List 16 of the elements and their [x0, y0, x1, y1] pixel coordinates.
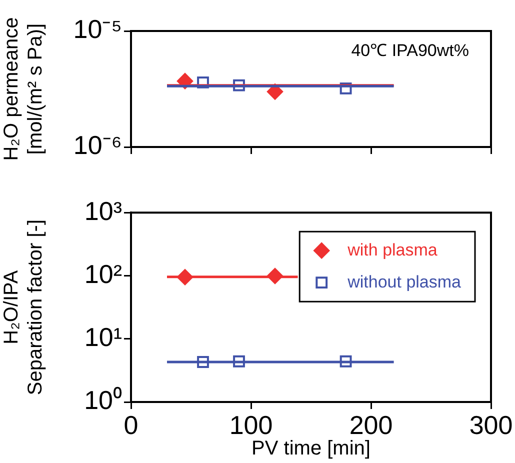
y-tick-label: 10⁻⁶: [73, 130, 122, 160]
y-tick-label: 10⁻⁵: [73, 14, 122, 44]
legend-label: without plasma: [346, 272, 462, 292]
y-tick-label: 10⁰: [84, 385, 122, 416]
y-axis-title: H₂O/IPA Separation factor [-]: [0, 219, 47, 396]
x-tick-label: 300: [469, 410, 513, 440]
y-axis-title: H₂O permeance [mol/(m² s Pa)]: [0, 17, 47, 161]
x-tick-label: 0: [124, 410, 138, 440]
x-tick-label: 100: [229, 410, 273, 440]
annotation: 40℃ IPA90wt%: [351, 41, 469, 60]
x-tick-label: 200: [349, 410, 393, 440]
y-tick-label: 10¹: [84, 322, 122, 352]
legend-label: with plasma: [346, 240, 438, 260]
y-tick-label: 10²: [84, 258, 122, 289]
x-axis-title: PV time [min]: [252, 438, 370, 460]
y-tick-label: 10³: [84, 196, 122, 226]
